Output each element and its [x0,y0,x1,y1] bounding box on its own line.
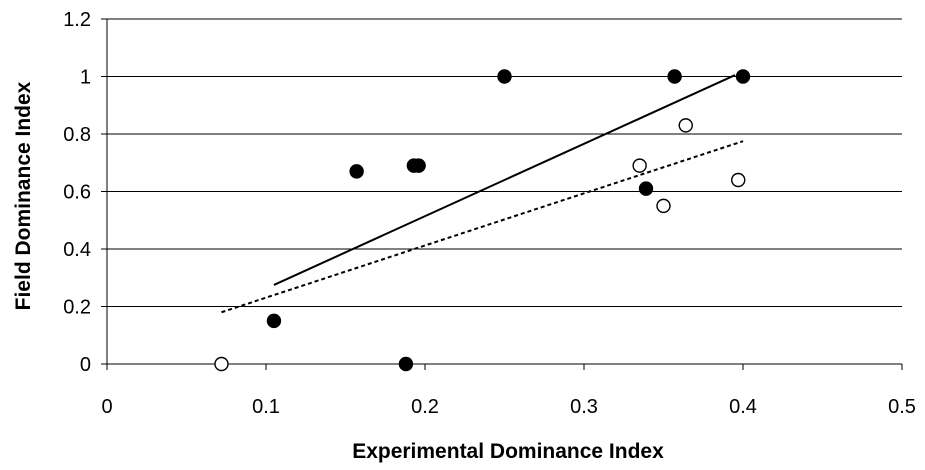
y-tick-label-5: 1 [80,67,91,89]
gridlines [107,18,902,307]
filled-point-0-4 [398,356,414,372]
y-tick-labels: 0 0.2 0.4 0.6 0.8 1 1.2 [63,9,91,376]
filled-point-0-7 [735,69,751,84]
filled-point-0-0 [266,313,282,329]
filled-point-0-5 [497,69,512,84]
y-axis-title: Field Dominance Index [12,81,35,310]
filled-point-0-1 [349,164,364,179]
data-points [214,69,751,372]
x-tick-labels: 0 0.1 0.2 0.3 0.4 0.5 [101,396,915,418]
axes [101,18,903,370]
y-tick-label-3: 0.6 [63,182,91,204]
y-tick-label-6: 1.2 [63,9,91,31]
x-axis-title: Experimental Dominance Index [352,440,664,463]
filled-point-0-8 [638,181,654,196]
open-point-1-2 [656,198,671,214]
trendlines [221,74,744,314]
open-point-1-1 [632,158,647,173]
y-tick-label-2: 0.4 [63,239,91,261]
y-tick-label-0: 0 [80,354,91,376]
x-tick-label-3: 0.3 [570,396,598,418]
x-tick-label-0: 0 [101,396,112,418]
open-point-1-3 [678,118,693,133]
y-tick-label-4: 0.8 [63,124,91,146]
trendline-dashed-1 [221,140,744,314]
x-tick-label-2: 0.2 [411,396,439,418]
y-tick-label-1: 0.2 [63,297,91,319]
filled-point-0-3 [411,158,426,173]
x-tick-label-4: 0.4 [729,396,757,418]
x-tick-label-1: 0.1 [252,396,280,418]
open-point-1-4 [731,172,746,188]
x-tick-label-5: 0.5 [888,396,916,418]
open-point-1-0 [214,356,229,372]
trendline-solid-0 [273,74,736,286]
filled-point-0-6 [667,69,682,84]
